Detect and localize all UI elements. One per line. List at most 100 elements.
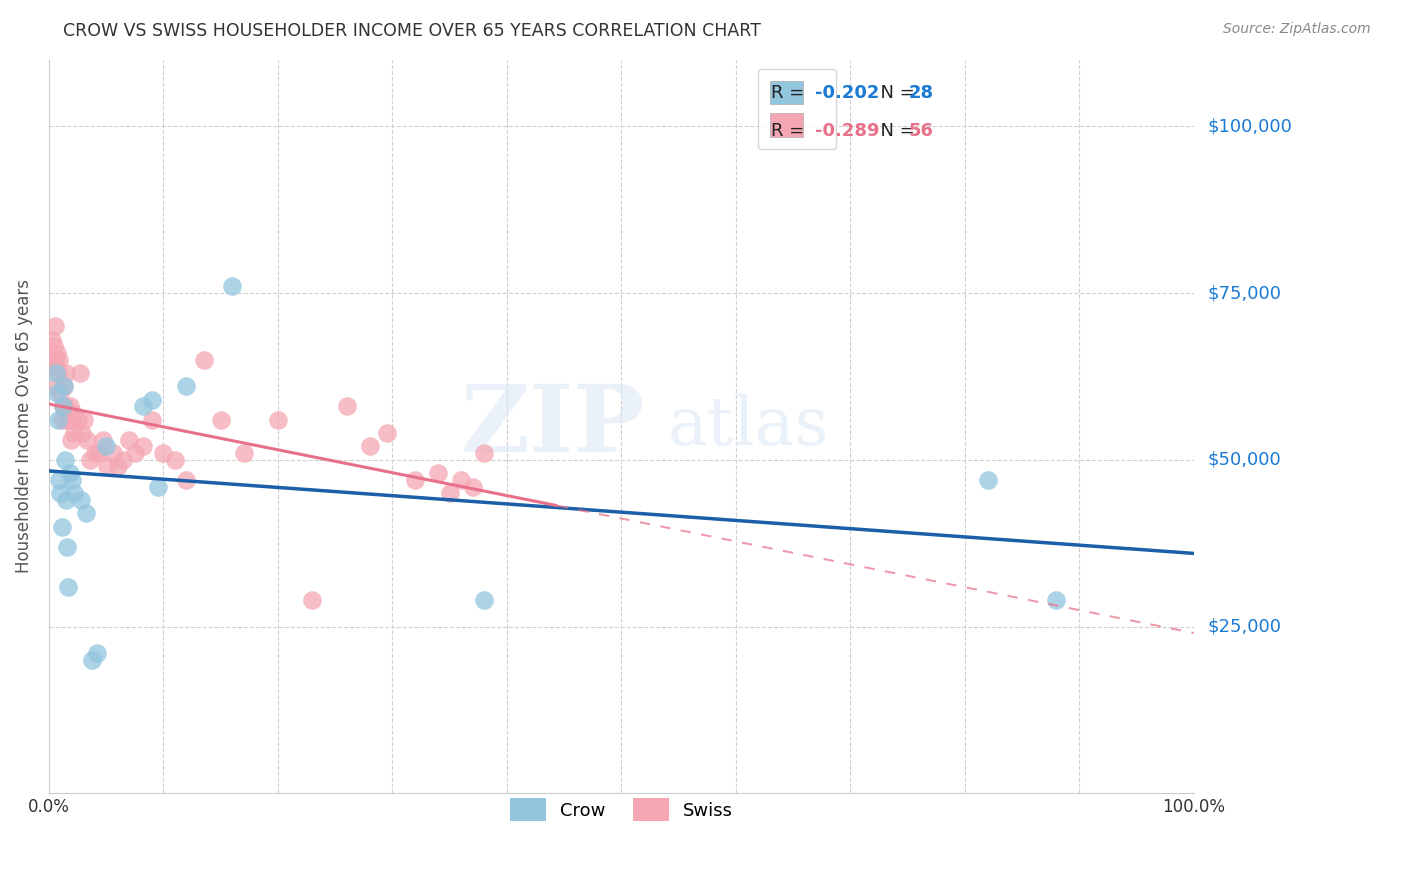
Point xyxy=(267,413,290,427)
Point xyxy=(75,506,97,520)
Point xyxy=(79,453,101,467)
Point xyxy=(70,426,93,441)
Point xyxy=(59,433,82,447)
Point xyxy=(46,366,69,380)
Point xyxy=(53,453,76,467)
Point xyxy=(118,433,141,447)
Point xyxy=(132,440,155,454)
Point xyxy=(56,413,79,427)
Legend: Crow, Swiss: Crow, Swiss xyxy=(495,783,748,836)
Point xyxy=(48,352,70,367)
Point xyxy=(163,453,186,467)
Point xyxy=(60,413,83,427)
Text: CROW VS SWISS HOUSEHOLDER INCOME OVER 65 YEARS CORRELATION CHART: CROW VS SWISS HOUSEHOLDER INCOME OVER 65… xyxy=(63,22,761,40)
Point xyxy=(53,400,76,414)
Point xyxy=(63,426,86,441)
Point xyxy=(58,466,80,480)
Point xyxy=(52,400,75,414)
Text: 56: 56 xyxy=(908,122,934,140)
Point xyxy=(52,379,75,393)
Point xyxy=(49,486,72,500)
Point xyxy=(45,366,67,380)
Point xyxy=(209,413,232,427)
Point xyxy=(60,473,83,487)
Point xyxy=(69,366,91,380)
Text: R =: R = xyxy=(772,85,810,103)
Point xyxy=(73,413,96,427)
Point xyxy=(63,486,86,500)
Point xyxy=(124,446,146,460)
Point xyxy=(66,413,89,427)
Point xyxy=(1045,593,1067,607)
Point xyxy=(83,446,105,460)
Point xyxy=(141,392,163,407)
Point xyxy=(427,466,450,480)
Point xyxy=(48,473,70,487)
Point xyxy=(176,379,198,393)
Point xyxy=(96,459,118,474)
Text: Source: ZipAtlas.com: Source: ZipAtlas.com xyxy=(1223,22,1371,37)
Point xyxy=(301,593,323,607)
Point xyxy=(221,279,243,293)
Point xyxy=(46,413,69,427)
Point xyxy=(44,319,66,334)
Point xyxy=(46,346,69,360)
Point xyxy=(461,479,484,493)
Point xyxy=(86,646,108,660)
Point xyxy=(51,413,73,427)
Point xyxy=(58,406,80,420)
Point xyxy=(977,473,1000,487)
Point xyxy=(41,333,63,347)
Point xyxy=(42,339,65,353)
Text: atlas: atlas xyxy=(668,394,828,459)
Point xyxy=(141,413,163,427)
Text: $25,000: $25,000 xyxy=(1208,617,1282,636)
Point xyxy=(193,352,215,367)
Point xyxy=(112,453,135,467)
Text: -0.202: -0.202 xyxy=(814,85,879,103)
Point xyxy=(96,440,118,454)
Point xyxy=(49,386,72,401)
Point xyxy=(472,446,495,460)
Point xyxy=(62,406,84,420)
Point xyxy=(232,446,254,460)
Point xyxy=(56,540,79,554)
Point xyxy=(439,486,461,500)
Point xyxy=(87,446,110,460)
Point xyxy=(46,379,69,393)
Point xyxy=(146,479,169,493)
Point xyxy=(55,366,77,380)
Point xyxy=(76,433,98,447)
Point xyxy=(404,473,426,487)
Text: N =: N = xyxy=(869,85,920,103)
Point xyxy=(472,593,495,607)
Point xyxy=(82,653,104,667)
Point xyxy=(176,473,198,487)
Point xyxy=(336,400,359,414)
Point xyxy=(58,580,80,594)
Text: ZIP: ZIP xyxy=(460,382,644,472)
Y-axis label: Householder Income Over 65 years: Householder Income Over 65 years xyxy=(15,279,32,574)
Text: R =: R = xyxy=(772,122,810,140)
Text: N =: N = xyxy=(869,122,920,140)
Point xyxy=(52,379,75,393)
Point xyxy=(101,446,124,460)
Text: -0.289: -0.289 xyxy=(814,122,879,140)
Point xyxy=(91,433,114,447)
Text: $100,000: $100,000 xyxy=(1208,118,1292,136)
Point xyxy=(132,400,155,414)
Point xyxy=(45,359,67,374)
Text: $50,000: $50,000 xyxy=(1208,450,1281,469)
Point xyxy=(450,473,472,487)
Point xyxy=(52,400,75,414)
Point xyxy=(51,519,73,533)
Point xyxy=(44,352,66,367)
Point xyxy=(375,426,398,441)
Point xyxy=(55,492,77,507)
Point xyxy=(152,446,174,460)
Point xyxy=(70,492,93,507)
Text: 28: 28 xyxy=(908,85,934,103)
Point xyxy=(58,400,80,414)
Text: $75,000: $75,000 xyxy=(1208,284,1282,302)
Point xyxy=(46,386,69,401)
